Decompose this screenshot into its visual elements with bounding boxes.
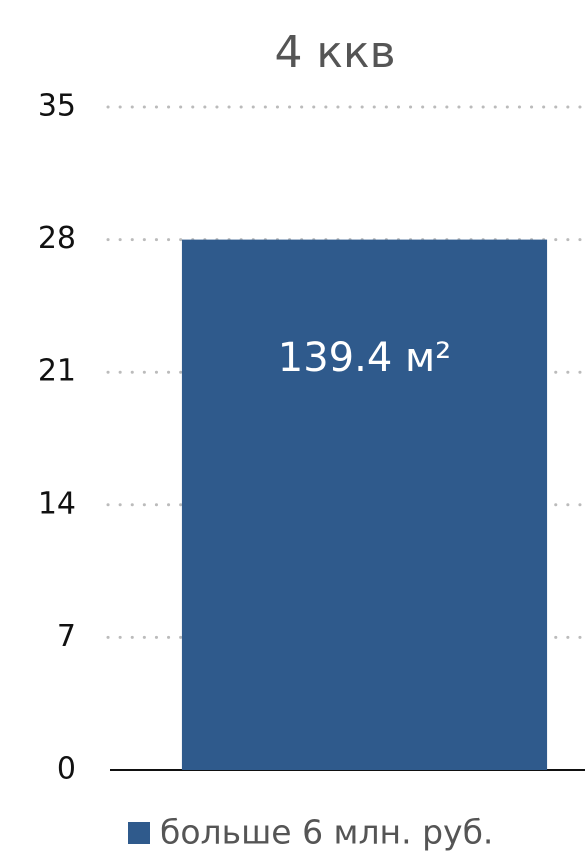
y-tick-label: 28 (38, 221, 76, 256)
y-tick-label: 0 (57, 752, 76, 787)
chart-title: 4 ккв (274, 27, 395, 78)
bar (181, 239, 548, 771)
legend-label: больше 6 млн. руб. (160, 813, 493, 852)
legend-swatch (128, 822, 150, 844)
y-tick-label: 7 (57, 619, 76, 654)
annotation: 139.4 м² (278, 335, 451, 381)
y-tick-label: 14 (38, 486, 76, 521)
y-tick-label: 35 (38, 89, 76, 124)
y-tick-label: 21 (38, 354, 76, 389)
